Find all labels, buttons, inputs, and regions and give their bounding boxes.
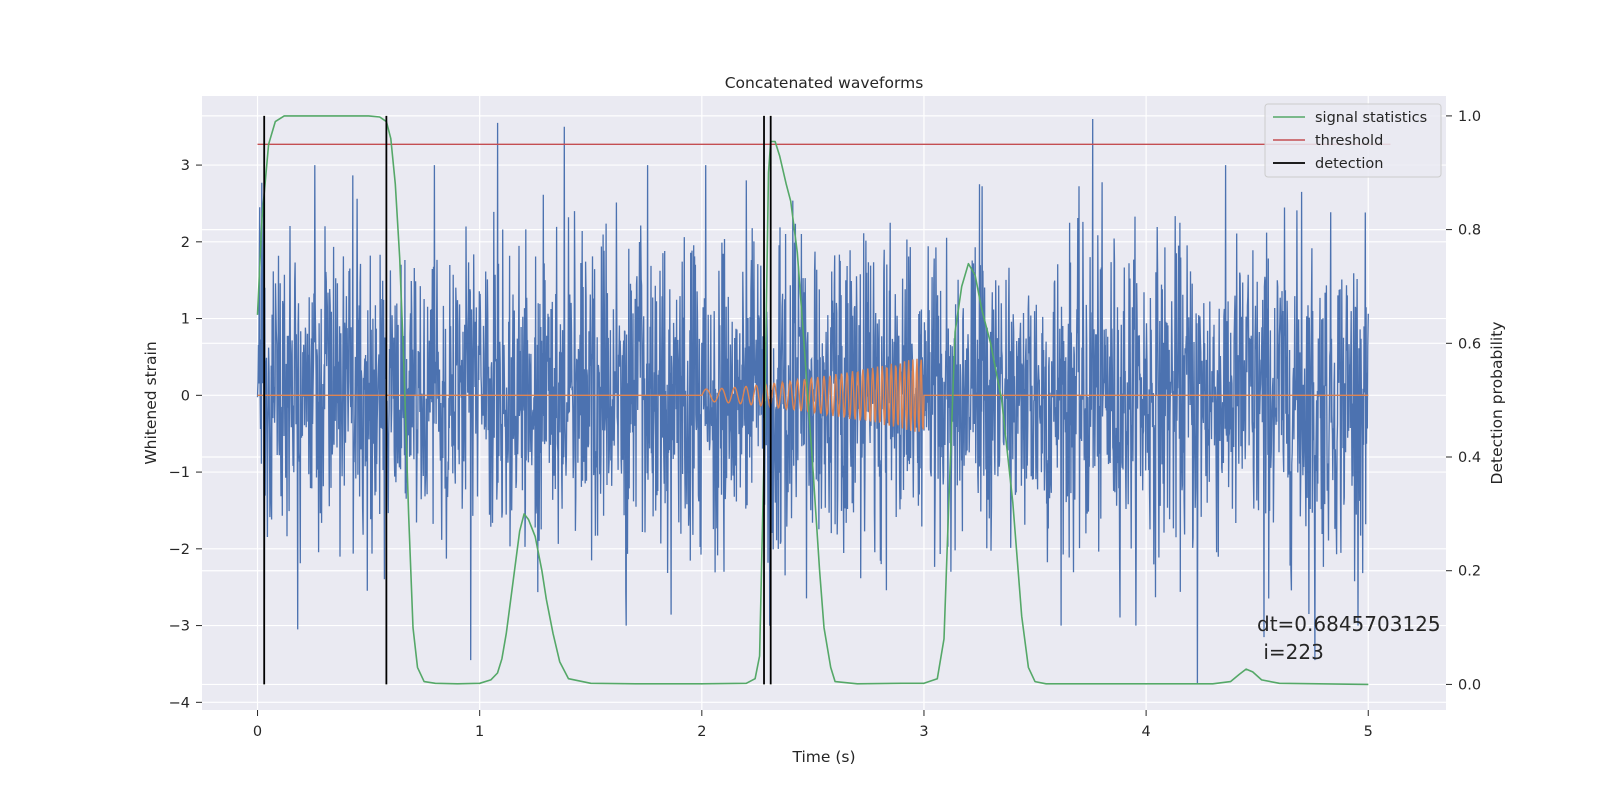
x-tick-label: 5 <box>1364 724 1373 740</box>
annotation-dt: dt=0.6845703125 <box>1257 612 1441 636</box>
legend-label-threshold: threshold <box>1315 133 1383 149</box>
y-tick-label: −4 <box>169 695 190 711</box>
x-tick-label: 3 <box>919 724 928 740</box>
y-tick-label: 3 <box>181 158 190 174</box>
series-signal-statistics <box>256 115 1369 686</box>
y-axis-left: −4 −3 −2 −1 0 1 2 3 <box>169 158 202 711</box>
y2-tick-label: 0.4 <box>1458 450 1481 466</box>
y-tick-label: −1 <box>169 465 190 481</box>
series-whitened-strain <box>256 118 1369 684</box>
x-axis: 0 1 2 3 4 5 <box>253 710 1373 740</box>
legend-box <box>1264 103 1442 178</box>
y-axis-right: 0.0 0.2 0.4 0.6 0.8 1.0 <box>1446 109 1481 693</box>
legend-label-signal-statistics: signal statistics <box>1315 110 1427 126</box>
plot-area <box>256 115 1391 686</box>
y-tick-label: −2 <box>169 542 190 558</box>
chart-title: Concatenated waveforms <box>725 74 924 92</box>
legend-label-detection: detection <box>1315 156 1383 172</box>
y-tick-label: −3 <box>169 619 190 635</box>
y-axis-label: Whitened strain <box>142 341 160 464</box>
y2-axis-label: Detection probability <box>1488 322 1506 485</box>
y2-tick-label: 0.8 <box>1458 223 1481 239</box>
x-tick-label: 4 <box>1141 724 1150 740</box>
y-tick-label: 1 <box>181 312 190 328</box>
y2-tick-label: 1.0 <box>1458 109 1481 125</box>
legend: signal statistics threshold detection <box>1264 103 1442 178</box>
y2-tick-label: 0.0 <box>1458 677 1481 693</box>
y2-tick-label: 0.2 <box>1458 564 1481 580</box>
x-axis-label: Time (s) <box>791 748 855 766</box>
x-tick-label: 1 <box>475 724 484 740</box>
annotation-i: i=223 <box>1257 640 1324 664</box>
series-template <box>257 358 1369 432</box>
x-tick-label: 2 <box>697 724 706 740</box>
x-tick-label: 0 <box>253 724 262 740</box>
y-tick-label: 2 <box>181 235 190 251</box>
y2-tick-label: 0.6 <box>1458 336 1481 352</box>
y-tick-label: 0 <box>181 388 190 404</box>
